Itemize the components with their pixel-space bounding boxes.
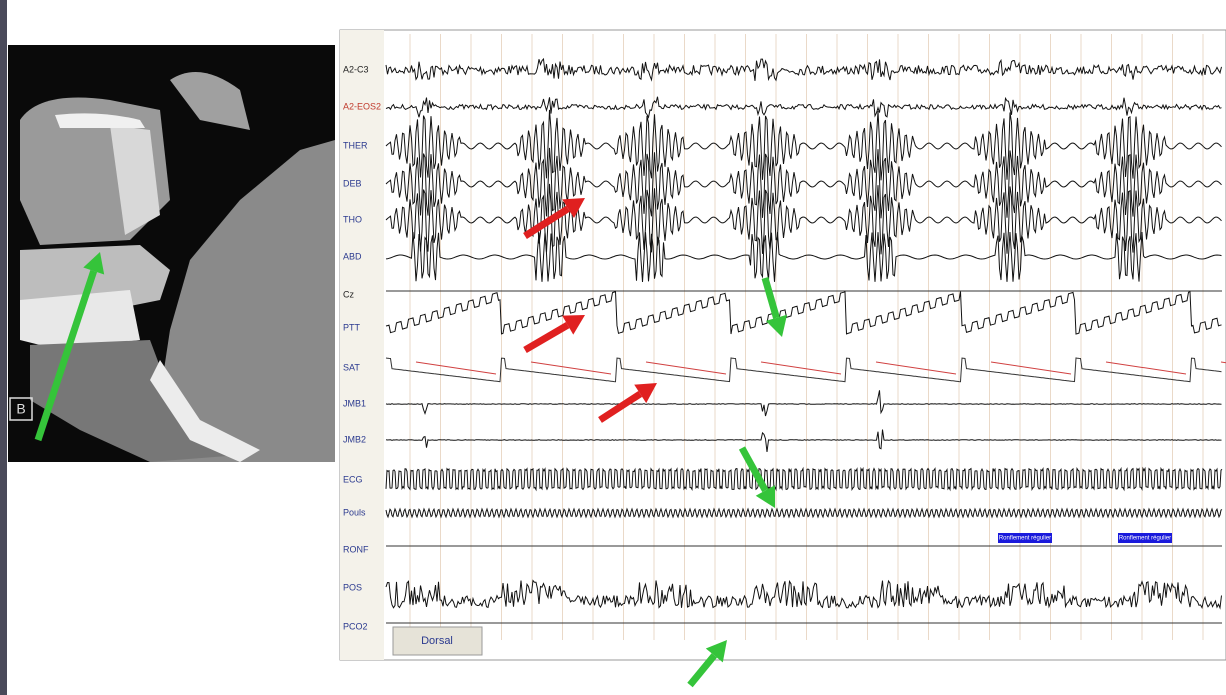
- arrow-head: [755, 485, 775, 508]
- event-box: [998, 533, 1052, 543]
- waveform: [385, 390, 1222, 417]
- label-column: [340, 30, 384, 660]
- channel-label: A2-EOS2: [343, 101, 381, 111]
- arrow-shaft: [687, 653, 718, 688]
- sat-desaturation: [415, 361, 497, 375]
- arrow-head: [634, 383, 657, 404]
- sat-desaturation: [645, 361, 727, 375]
- channel-label: A2-C3: [343, 64, 369, 74]
- arrow-shaft: [523, 322, 570, 354]
- sat-desaturation: [760, 361, 842, 375]
- arrow-head: [705, 640, 727, 663]
- sat-desaturation: [530, 361, 612, 375]
- channel-label: JMB1: [343, 398, 366, 408]
- waveform: [385, 96, 1222, 119]
- channel-label: THER: [343, 140, 368, 150]
- left-bar: [0, 0, 7, 695]
- arrow-head: [562, 198, 585, 218]
- polysomnography-panel: A2-C3 A2-EOS2 THER DEB THO ABD Cz PTT SAT JMB1 JMB…: [339, 29, 1226, 661]
- ct-image: B: [8, 45, 335, 462]
- arrows: [34, 198, 788, 688]
- waveform: [385, 466, 1223, 492]
- channel-label: PCO2: [343, 621, 368, 631]
- channel-label: PTT: [343, 322, 361, 332]
- channel-label: POS: [343, 582, 362, 592]
- channel-label: SAT: [343, 362, 360, 372]
- channel-label: ABD: [343, 251, 362, 261]
- waveform: [385, 429, 1222, 453]
- event-box: [1118, 533, 1172, 543]
- waveform: [385, 57, 1222, 82]
- arrow-shaft: [523, 205, 570, 239]
- arrow-shaft: [598, 390, 643, 423]
- position-button-label: Dorsal: [421, 635, 453, 647]
- channel-label: Cz: [343, 289, 354, 299]
- waveform: [385, 231, 1222, 283]
- waveform: [385, 507, 1223, 519]
- ct-marker: B: [16, 401, 25, 417]
- channel-label: RONF: [343, 544, 369, 554]
- sat-desaturation: [875, 361, 957, 375]
- arrow-head: [83, 252, 105, 275]
- channel-label: Pouls: [343, 507, 366, 517]
- arrow-shaft: [738, 446, 769, 493]
- event-label: Ronflement régulier: [999, 536, 1051, 542]
- waveform: [385, 357, 1222, 383]
- trace-frame: [339, 29, 1226, 661]
- arrow-head: [765, 314, 788, 337]
- arrow-head: [562, 315, 585, 335]
- waveform: [385, 290, 1222, 335]
- channel-label: DEB: [343, 178, 362, 188]
- channel-label: THO: [343, 214, 362, 224]
- channel-label: ECG: [343, 474, 363, 484]
- waveform: [385, 147, 1222, 219]
- position-button: [392, 626, 483, 656]
- channel-label: JMB2: [343, 434, 366, 444]
- sat-desaturation: [990, 361, 1072, 375]
- event-label: Ronflement régulier: [1119, 536, 1171, 542]
- arrow-shaft: [34, 269, 98, 442]
- arrow-shaft: [761, 277, 780, 319]
- sat-desaturation: [1105, 361, 1187, 375]
- waveform: [385, 109, 1222, 181]
- waveform: [385, 579, 1222, 610]
